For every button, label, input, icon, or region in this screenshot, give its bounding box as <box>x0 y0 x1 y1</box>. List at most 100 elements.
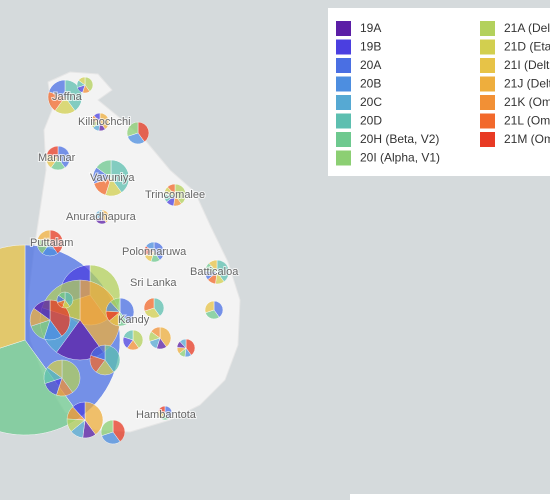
pie-wedge <box>159 326 172 348</box>
pie-wedge <box>119 297 135 324</box>
place-label: Batticaloa <box>190 266 239 278</box>
pie-wedge <box>110 159 130 193</box>
legend-label: 20D <box>360 114 382 128</box>
place-label: Vavuniya <box>90 172 135 184</box>
pie-marker <box>43 359 81 397</box>
pie-wedge <box>143 297 155 312</box>
pie-marker <box>157 405 173 421</box>
pie-wedge <box>84 76 94 92</box>
pie-wedge <box>47 359 63 379</box>
legend-swatch <box>336 132 351 147</box>
pie-wedge <box>78 76 86 86</box>
pie-markers <box>0 76 230 445</box>
pie-wedge <box>100 419 114 437</box>
pie-wedge <box>0 244 26 349</box>
legend-label: 20C <box>360 95 382 109</box>
legend-swatch <box>336 21 351 36</box>
pie-marker <box>122 329 144 351</box>
pie-wedge <box>153 241 165 261</box>
pie-wedge <box>137 121 150 143</box>
legend-label: 21M (Om <box>504 132 550 146</box>
place-label: Anuradhapura <box>66 211 137 223</box>
legend-swatch <box>336 39 351 55</box>
place-label: Jaffna <box>52 91 83 103</box>
pie-wedge <box>145 241 155 253</box>
pie-wedge <box>123 329 134 341</box>
legend-label: 21K (Oml <box>504 95 550 109</box>
legend-swatch <box>480 39 495 55</box>
legend-swatch <box>336 76 351 92</box>
pie-marker <box>100 419 126 445</box>
pie-wedge <box>185 338 196 356</box>
place-label: Polonnaruwa <box>122 246 187 258</box>
legend-swatch <box>336 58 351 73</box>
legend-swatch <box>480 76 495 92</box>
place-label: Mannar <box>38 152 76 164</box>
legend-label: 20H (Beta, V2) <box>360 132 439 146</box>
place-label: Kandy <box>118 314 150 326</box>
pie-wedge <box>112 419 126 443</box>
pie-marker <box>29 299 71 341</box>
country-label: Sri Lanka <box>130 277 177 289</box>
pie-marker <box>204 259 230 285</box>
pie-wedge <box>33 299 51 321</box>
place-label: Trincomalee <box>145 189 205 201</box>
legend-label: 20A <box>360 58 381 72</box>
pie-wedge <box>93 112 101 123</box>
pie-wedge <box>37 229 51 244</box>
legend-label: 21I (Delta <box>504 58 550 72</box>
legend-label: 21J (Delt <box>504 77 550 91</box>
legend-swatch <box>480 21 495 36</box>
pie-wedge <box>104 344 121 373</box>
pie-wedge <box>84 401 104 435</box>
pie-wedge <box>57 145 71 169</box>
pie-marker <box>126 121 150 145</box>
legend-box <box>328 8 550 176</box>
pie-marker <box>90 112 110 132</box>
legend-swatch <box>336 150 351 166</box>
pie-wedge <box>61 359 81 393</box>
legend-swatch <box>480 113 495 129</box>
legend-label: 19A <box>360 21 381 35</box>
pie-marker <box>176 338 196 358</box>
pie-wedge <box>167 183 176 196</box>
place-label: Kilinochchi <box>78 116 131 128</box>
pie-marker <box>163 183 187 207</box>
legend-swatch <box>336 95 351 110</box>
pie-wedge <box>46 145 59 159</box>
pie-wedge <box>72 401 86 421</box>
pie-wedge <box>158 405 166 414</box>
pie-wedge <box>216 259 230 283</box>
pie-wedge <box>49 229 64 254</box>
pie-wedge <box>153 297 165 317</box>
place-label: Hambantota <box>136 409 197 421</box>
attribution-strip <box>350 494 550 500</box>
legend-swatch <box>480 95 495 110</box>
pie-marker <box>204 300 224 320</box>
pie-wedge <box>58 291 66 301</box>
pie-marker <box>56 291 74 309</box>
pie-wedge <box>208 259 218 273</box>
legend: 19A 19B 20A 20B 20C 20D 20H (Beta, V2) 20I (Alp… <box>336 21 550 166</box>
pie-marker <box>76 76 94 94</box>
legend-label: 21A (Delt <box>504 21 550 35</box>
legend-swatch <box>480 132 495 147</box>
pie-marker <box>92 159 130 197</box>
pie-marker <box>66 401 104 439</box>
pie-marker <box>148 326 172 350</box>
pie-wedge <box>94 209 103 220</box>
pie-wedge <box>96 159 112 179</box>
pie-marker <box>143 241 165 263</box>
pie-wedge <box>126 121 139 137</box>
pie-marker <box>45 145 71 171</box>
pie-marker <box>105 297 135 327</box>
pie-marker <box>89 344 121 376</box>
legend-swatch <box>480 58 495 73</box>
place-label: Puttalam <box>30 237 73 249</box>
legend-label: 20B <box>360 77 381 91</box>
pie-wedge <box>179 338 187 349</box>
pie-wedge <box>204 300 215 314</box>
pie-wedge <box>132 329 144 349</box>
pie-wedge <box>150 326 161 339</box>
